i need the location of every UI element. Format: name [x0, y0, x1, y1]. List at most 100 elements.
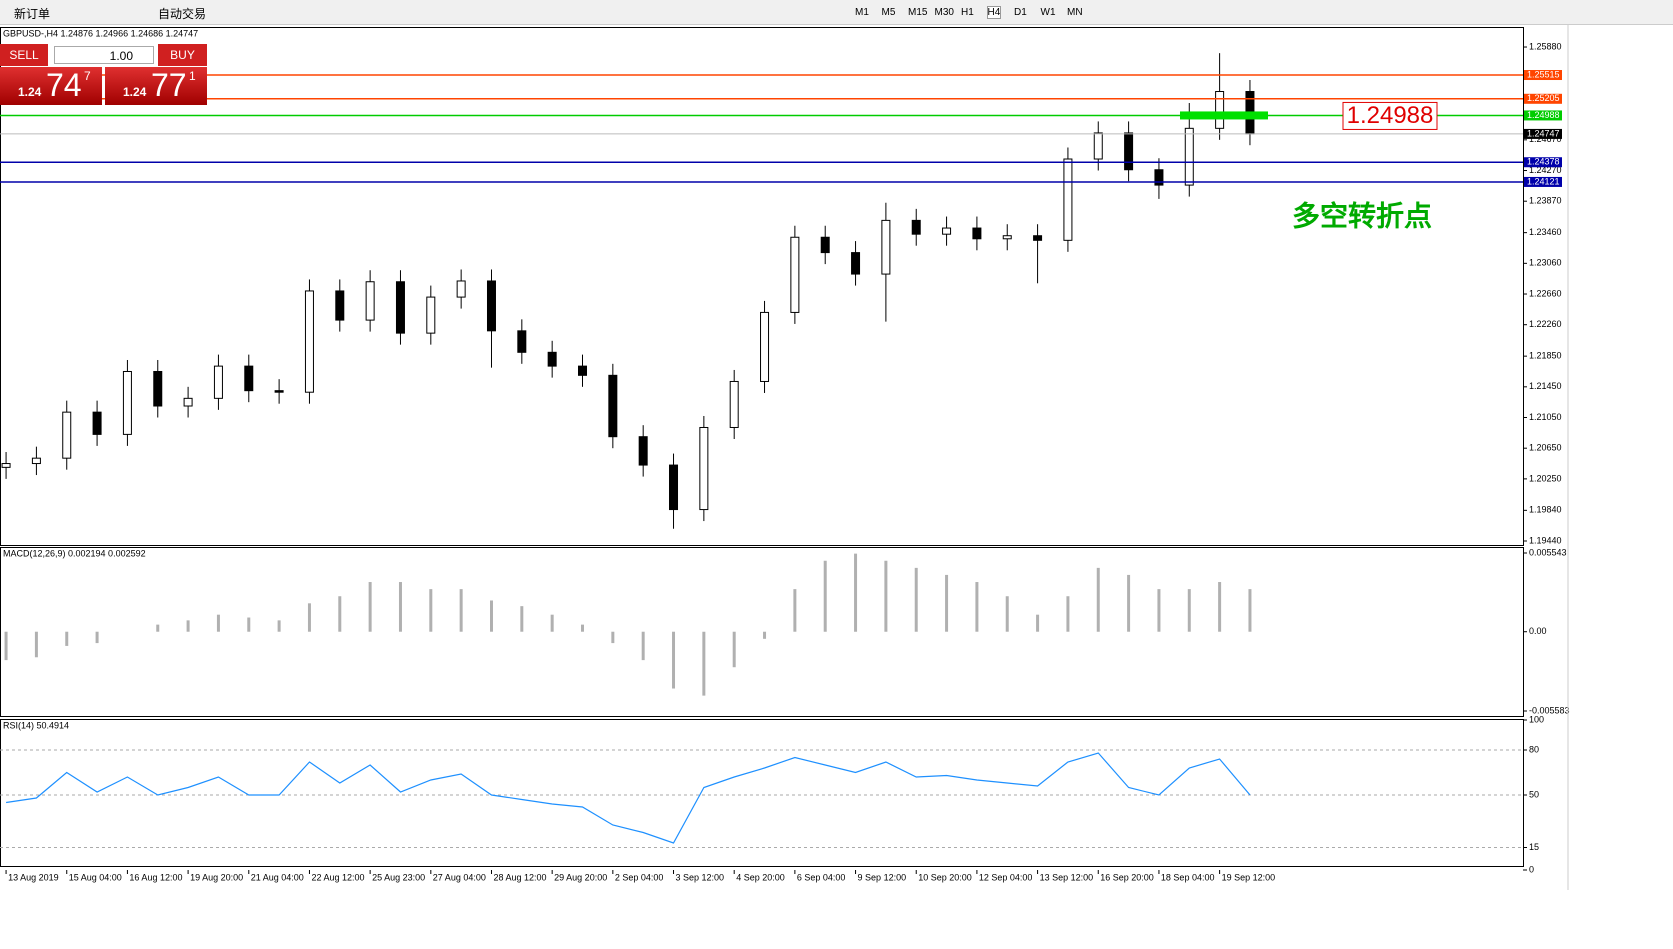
- x-tick-label: 27 Aug 04:00: [433, 872, 486, 882]
- candle-body: [486, 280, 496, 332]
- timeframe-button[interactable]: M5: [881, 7, 896, 18]
- sell-button[interactable]: SELL: [0, 44, 48, 66]
- candle-body: [972, 227, 982, 240]
- x-tick-label: 12 Sep 04:00: [979, 872, 1033, 882]
- candle-body: [1, 463, 11, 468]
- auto-trading[interactable]: 自动交易: [158, 7, 207, 21]
- buy-button[interactable]: BUY: [158, 44, 207, 66]
- panel-frame: [0, 27, 1524, 546]
- timeframe-button[interactable]: M30: [934, 7, 954, 18]
- candle-body: [760, 311, 770, 382]
- y-tick-label: 1.24270: [1529, 165, 1562, 175]
- current-price-label: 1.24747: [1527, 128, 1560, 138]
- panel-frame: [0, 719, 1524, 867]
- y-tick-label: 1.25880: [1529, 41, 1562, 51]
- toolbar: 新订单 自动交易 M1 M5 M15 M30 H1 H4 D1 W1 MN: [0, 0, 1673, 25]
- bid-price[interactable]: 1.24 74 7: [0, 67, 102, 105]
- candle-body: [213, 365, 223, 399]
- x-tick-label: 25 Aug 23:00: [372, 872, 425, 882]
- candle-body: [578, 365, 588, 376]
- candle-body: [517, 330, 527, 353]
- candle-body: [365, 281, 375, 321]
- x-tick-label: 29 Aug 20:00: [554, 872, 607, 882]
- timeframe-button[interactable]: M1: [855, 7, 869, 18]
- candle-body: [1124, 132, 1134, 171]
- level-label: 1.24378: [1527, 157, 1560, 167]
- panel-frame: [0, 547, 1524, 717]
- x-tick-label: 13 Aug 2019: [8, 872, 59, 882]
- candle-body: [790, 236, 800, 313]
- x-tick-label: 13 Sep 12:00: [1040, 872, 1094, 882]
- y-tick-label: 100: [1529, 714, 1544, 724]
- candle-body: [395, 281, 405, 334]
- timeframe-button[interactable]: M15: [908, 7, 928, 18]
- y-tick-label: 1.22660: [1529, 288, 1562, 298]
- y-tick-label: 50: [1529, 789, 1539, 799]
- timeframe-button[interactable]: H4: [986, 6, 1002, 19]
- y-tick-label: 1.23460: [1529, 227, 1562, 237]
- x-tick-label: 16 Sep 20:00: [1100, 872, 1154, 882]
- candle-body: [304, 290, 314, 393]
- level-tag: [1524, 93, 1562, 104]
- annotation-text: 多空转折点: [1292, 199, 1432, 231]
- candle-body: [183, 397, 193, 407]
- annotation-box: [1342, 101, 1438, 130]
- x-tick-label: 15 Aug 04:00: [69, 872, 122, 882]
- y-tick-label: 1.21850: [1529, 351, 1562, 361]
- candle-body: [335, 290, 345, 321]
- rsi-line: [6, 752, 1251, 844]
- candle-body: [274, 390, 284, 393]
- x-tick-label: 28 Aug 12:00: [493, 872, 546, 882]
- candle-body: [426, 296, 436, 334]
- x-tick-label: 9 Sep 12:00: [858, 872, 907, 882]
- panel-title: MACD(12,26,9) 0.002194 0.002592: [3, 548, 146, 558]
- x-tick-label: 4 Sep 20:00: [736, 872, 785, 882]
- candle-body: [911, 219, 921, 235]
- x-tick-label: 21 Aug 04:00: [251, 872, 304, 882]
- level-label: 1.25205: [1527, 93, 1560, 103]
- candle-body: [820, 236, 830, 254]
- annotation-price: 1.24988: [1347, 102, 1434, 129]
- bid-prefix: 1.24: [18, 85, 42, 99]
- candle-body: [851, 252, 861, 275]
- level-tag: [1524, 157, 1562, 168]
- x-tick-label: 2 Sep 04:00: [615, 872, 664, 882]
- y-tick-label: 1.24670: [1529, 134, 1562, 144]
- candle-body: [699, 426, 709, 511]
- y-tick-label: 1.19440: [1529, 535, 1562, 545]
- candle-body: [1002, 235, 1012, 240]
- y-tick-label: 1.23870: [1529, 196, 1562, 206]
- x-tick-label: 6 Sep 04:00: [797, 872, 846, 882]
- current-price-tag: [1524, 128, 1562, 139]
- new-order[interactable]: 新订单: [14, 7, 51, 21]
- candle-body: [669, 464, 679, 511]
- lot-input[interactable]: 1.00: [54, 46, 154, 64]
- timeframe-button[interactable]: W1: [1040, 7, 1056, 18]
- candle-body: [547, 351, 557, 367]
- candle-body: [942, 227, 952, 235]
- candle-body: [638, 436, 648, 466]
- ask-prefix: 1.24: [123, 85, 147, 99]
- turning-band: [1180, 111, 1268, 120]
- level-tag: [1524, 70, 1562, 81]
- ask-price[interactable]: 1.24 77 1: [105, 67, 207, 105]
- y-tick-label: -0.005583: [1529, 705, 1570, 715]
- candle-body: [1093, 132, 1103, 160]
- candle-body: [153, 370, 163, 407]
- candle-body: [31, 457, 41, 465]
- y-tick-label: 1.23060: [1529, 258, 1562, 268]
- panel-title: RSI(14) 50.4914: [3, 720, 69, 730]
- candle-body: [92, 411, 102, 435]
- x-tick-label: 3 Sep 12:00: [676, 872, 725, 882]
- ask-big: 77: [151, 67, 187, 103]
- candle-body: [1184, 127, 1194, 186]
- y-tick-label: 0: [1529, 864, 1534, 874]
- timeframe-button[interactable]: D1: [1014, 7, 1027, 18]
- bid-small: 7: [84, 69, 91, 83]
- x-tick-label: 10 Sep 20:00: [918, 872, 972, 882]
- candle-body: [1215, 91, 1225, 129]
- timeframe-button[interactable]: MN: [1067, 7, 1083, 18]
- timeframe-button[interactable]: H1: [961, 7, 974, 18]
